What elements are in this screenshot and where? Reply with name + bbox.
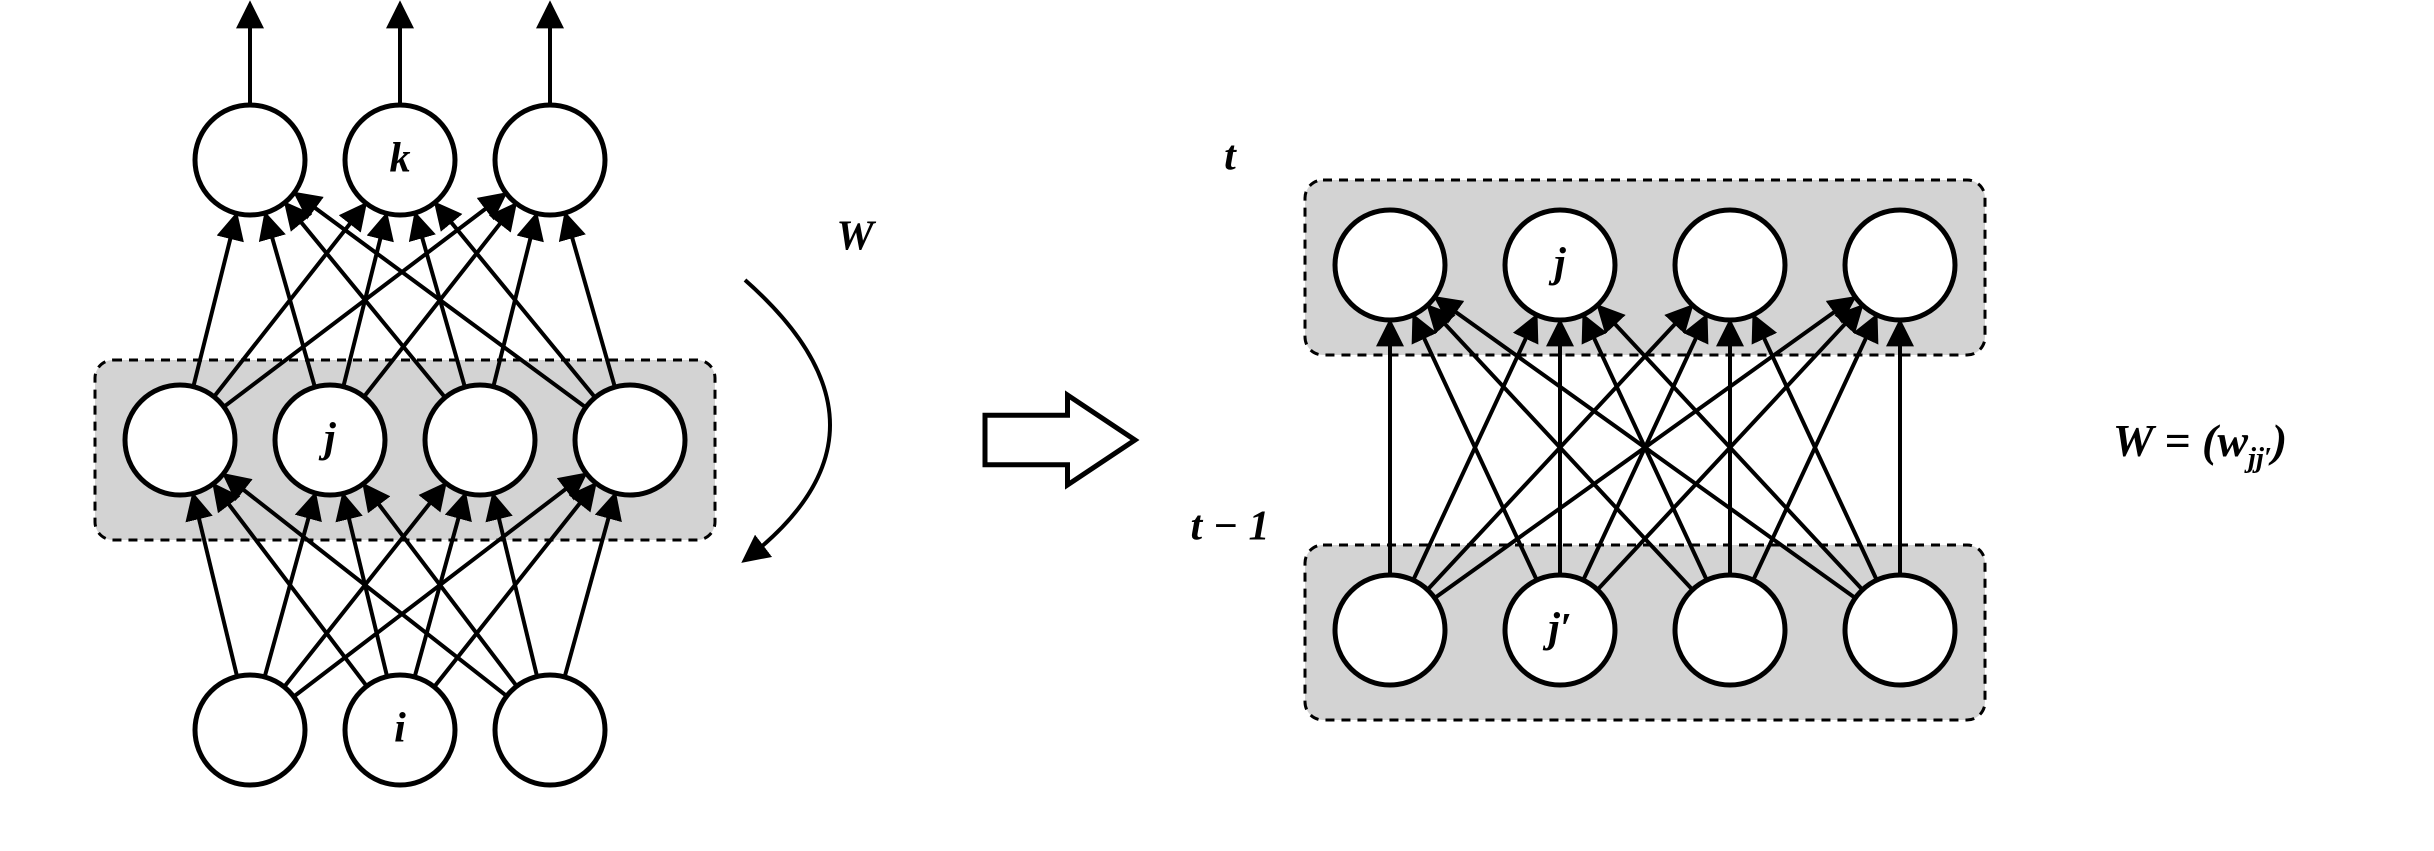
neuron-node: [195, 675, 305, 785]
transition-arrow: [985, 395, 1135, 485]
time-step-label: t − 1: [1190, 504, 1269, 550]
neuron-node: [1845, 210, 1955, 320]
neuron-node: [125, 385, 235, 495]
recurrent-edge: [745, 280, 830, 560]
neuron-node: [495, 675, 605, 785]
neuron-node: [425, 385, 535, 495]
neuron-node: [195, 105, 305, 215]
node-label: i: [394, 706, 406, 752]
rnn-diagram: ijkWjj′tt − 1W = (wjj′): [0, 0, 2434, 851]
weight-equation: W = (wjj′): [2113, 415, 2288, 474]
recurrent-label: W: [836, 214, 876, 260]
neuron-node: [1675, 575, 1785, 685]
neuron-node: [1675, 210, 1785, 320]
neuron-node: [1335, 575, 1445, 685]
time-step-label: t: [1224, 134, 1237, 180]
node-label: k: [390, 136, 411, 182]
neuron-node: [1845, 575, 1955, 685]
neuron-node: [495, 105, 605, 215]
neuron-node: [1335, 210, 1445, 320]
neuron-node: [575, 385, 685, 495]
